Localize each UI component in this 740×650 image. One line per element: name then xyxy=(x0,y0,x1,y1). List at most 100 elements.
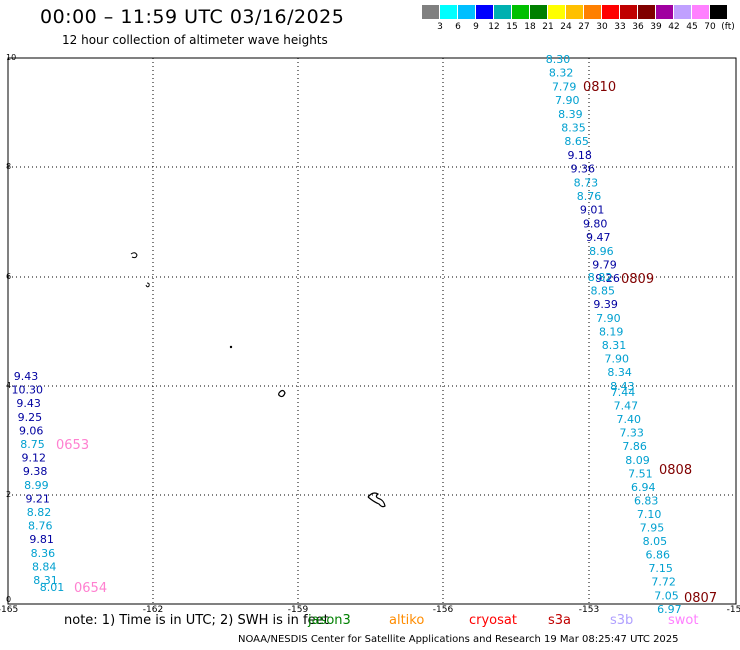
wave-height-value: 7.15 xyxy=(648,562,673,575)
color-scale-label: 3 xyxy=(437,22,443,32)
wave-height-value: 9.80 xyxy=(583,217,608,230)
pass-time-label: 0653 xyxy=(56,438,89,453)
island-outline xyxy=(145,282,150,288)
x-tick-label: -162 xyxy=(143,605,163,615)
wave-height-value: 9.39 xyxy=(593,298,618,311)
wave-height-value: 7.40 xyxy=(617,413,642,426)
color-swatch xyxy=(566,5,583,19)
wave-height-value: 9.36 xyxy=(571,163,596,176)
x-tick-label: -165 xyxy=(0,605,18,615)
color-scale-label: (ft) xyxy=(721,22,735,32)
wave-height-value: 8.43 xyxy=(610,380,635,393)
color-swatch xyxy=(674,5,691,19)
color-scale-label: 6 xyxy=(455,22,461,32)
color-swatch xyxy=(476,5,493,19)
color-swatch xyxy=(656,5,673,19)
wave-height-value: 6.83 xyxy=(634,494,659,507)
wave-height-value: 9.43 xyxy=(14,370,39,383)
wave-height-value: 7.90 xyxy=(605,353,630,366)
wave-height-value: 7.05 xyxy=(654,589,679,602)
mission-s3a: s3a xyxy=(548,613,572,628)
color-scale-label: 39 xyxy=(650,22,662,32)
wave-height-value: 8.76 xyxy=(28,520,53,533)
mission-jason3: jason3 xyxy=(308,613,351,628)
color-scale-label: 21 xyxy=(542,22,554,32)
wave-height-value: 8.84 xyxy=(32,560,57,573)
wave-height-value: 9.12 xyxy=(22,452,47,465)
wave-height-value: 7.51 xyxy=(628,467,653,480)
wave-height-value: 7.86 xyxy=(622,440,647,453)
island-outline xyxy=(278,389,286,398)
x-tick-label: -156 xyxy=(433,605,454,615)
color-scale-label: 42 xyxy=(668,22,680,32)
wave-height-value: 7.72 xyxy=(651,576,676,589)
color-scale-label: 24 xyxy=(560,22,572,32)
color-swatch xyxy=(584,5,601,19)
credit-footer: NOAA/NESDIS Center for Satellite Applica… xyxy=(238,634,679,645)
color-scale-label: 30 xyxy=(596,22,608,32)
wave-height-value: 9.18 xyxy=(567,149,592,162)
color-swatch xyxy=(440,5,457,19)
y-tick-label: 4 xyxy=(6,381,11,390)
pass-time-label: 0654 xyxy=(74,581,107,596)
wave-height-value: 9.38 xyxy=(23,465,48,478)
wave-height-value: 6.97 xyxy=(657,603,682,616)
pass-time-label: 0809 xyxy=(621,272,654,287)
wave-height-value: 7.44 xyxy=(611,386,636,399)
color-scale-label: 18 xyxy=(524,22,536,32)
color-swatch xyxy=(422,5,439,19)
wave-height-value: 8.39 xyxy=(558,108,583,121)
wave-height-value: 8.82 xyxy=(27,506,52,519)
wave-height-value: 8.31 xyxy=(33,574,58,587)
color-scale-label: 45 xyxy=(686,22,698,32)
color-swatch xyxy=(512,5,529,19)
wave-height-value: 8.05 xyxy=(643,535,668,548)
mission-swot: swot xyxy=(668,613,699,628)
wave-height-value: 9.47 xyxy=(586,231,611,244)
wave-height-value: 7.79 xyxy=(552,80,577,93)
wave-height-value: 8.19 xyxy=(599,325,624,338)
color-scale-label: 12 xyxy=(488,22,500,32)
wave-height-value: 8.32 xyxy=(549,67,574,80)
wave-height-value: 9.06 xyxy=(19,424,44,437)
wave-height-value: 8.36 xyxy=(31,547,56,560)
island-outline xyxy=(367,492,386,508)
mission-altiko: altiko xyxy=(389,613,425,628)
map-subtitle: 12 hour collection of altimeter wave hei… xyxy=(62,33,328,47)
color-scale-label: 36 xyxy=(632,22,644,32)
wave-height-value: 9.21 xyxy=(25,492,50,505)
color-scale-label: 27 xyxy=(578,22,590,32)
wave-height-value: 8.09 xyxy=(625,454,650,467)
wave-height-value: 10.30 xyxy=(12,384,44,397)
wave-height-value: 8.96 xyxy=(589,245,614,258)
y-tick-label: 0 xyxy=(6,595,11,604)
color-scale-label: 15 xyxy=(506,22,518,32)
pass-time-label: 0807 xyxy=(684,591,717,606)
wave-height-value: 9.79 xyxy=(592,259,617,272)
y-tick-label: 6 xyxy=(6,272,11,281)
wave-height-value: 7.90 xyxy=(555,94,580,107)
wave-height-value: 8.76 xyxy=(577,190,602,203)
mission-cryosat: cryosat xyxy=(469,613,517,628)
color-swatch xyxy=(458,5,475,19)
plot-frame xyxy=(7,57,737,605)
color-swatch xyxy=(530,5,547,19)
color-swatch xyxy=(638,5,655,19)
wave-height-value: 8.99 xyxy=(24,479,49,492)
x-tick-label: -159 xyxy=(288,605,309,615)
color-swatch xyxy=(602,5,619,19)
wave-height-value: 9.81 xyxy=(29,533,54,546)
island-outline xyxy=(130,252,138,259)
wave-height-value: 8.35 xyxy=(561,122,586,135)
wave-height-value: 9.01 xyxy=(580,204,605,217)
wave-height-value: 7.10 xyxy=(637,508,662,521)
wave-height-value: 6.94 xyxy=(631,481,656,494)
wave-height-value: 8.34 xyxy=(607,366,632,379)
wave-height-value: 9.26 xyxy=(595,272,620,285)
island-outline xyxy=(229,345,233,349)
color-scale-label: 70 xyxy=(704,22,716,32)
color-swatch xyxy=(494,5,511,19)
color-swatch xyxy=(692,5,709,19)
mission-s3b: s3b xyxy=(610,613,634,628)
